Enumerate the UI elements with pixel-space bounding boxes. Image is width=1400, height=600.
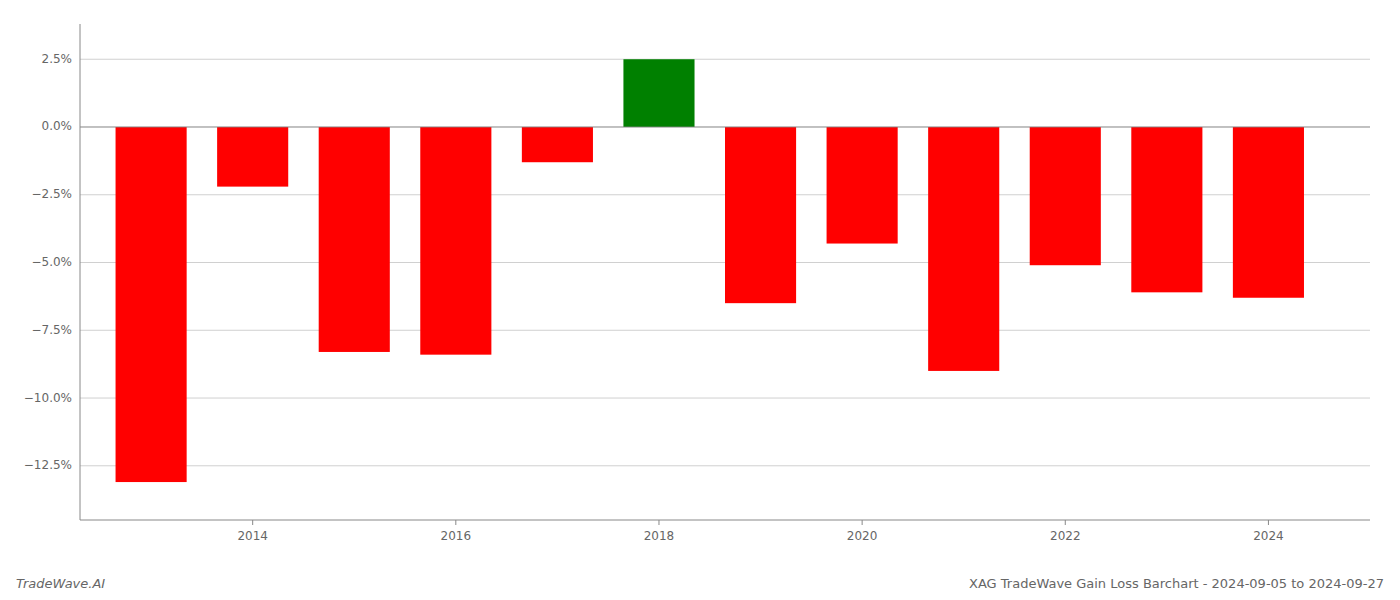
zero-line (80, 126, 1370, 127)
grid-line (80, 59, 1370, 60)
x-tick-label: 2014 (237, 529, 268, 543)
grid-line (80, 465, 1370, 466)
y-tick-label: 2.5% (42, 52, 73, 66)
grid-line (80, 330, 1370, 331)
x-tick-label: 2018 (644, 529, 675, 543)
bar (116, 127, 187, 482)
bar (522, 127, 593, 162)
grid (80, 59, 1370, 466)
x-tick (252, 520, 253, 525)
x-axis: 2014 2016 2018 2020 2022 2024 (237, 520, 1283, 543)
x-tick (1065, 520, 1066, 525)
x-tick (658, 520, 659, 525)
y-tick-label: −7.5% (31, 323, 72, 337)
chart-svg: 2.5%0.0%−2.5%−5.0%−7.5%−10.0%−12.5%20142… (0, 0, 1400, 600)
x-tick-label: 2020 (847, 529, 878, 543)
bar (928, 127, 999, 371)
bar (420, 127, 491, 355)
grid-line (80, 126, 1370, 127)
y-axis-line (80, 24, 81, 520)
x-axis-line (80, 520, 1370, 521)
y-tick-label: −2.5% (31, 187, 72, 201)
x-tick-label: 2016 (441, 529, 472, 543)
x-tick (862, 520, 863, 525)
x-tick (455, 520, 456, 525)
bars (116, 59, 1304, 482)
chart-container: 2.5%0.0%−2.5%−5.0%−7.5%−10.0%−12.5%20142… (0, 0, 1400, 600)
x-tick (1268, 520, 1269, 525)
x-tick-label: 2022 (1050, 529, 1081, 543)
bar (217, 127, 288, 187)
y-tick-label: −12.5% (24, 458, 72, 472)
y-tick-label: −10.0% (24, 391, 72, 405)
x-tick-label: 2024 (1253, 529, 1284, 543)
grid-line (80, 398, 1370, 399)
bar (1233, 127, 1304, 298)
bar (725, 127, 796, 303)
bar (1030, 127, 1101, 265)
bar (319, 127, 390, 352)
y-axis: 2.5% 0.0% −2.5% −5.0% −7.5% −10.0% −12.5% (24, 52, 72, 473)
bar (623, 59, 694, 127)
y-tick-label: 0.0% (42, 119, 73, 133)
bar (1131, 127, 1202, 292)
bar (827, 127, 898, 244)
watermark: TradeWave.AI (16, 576, 105, 591)
y-tick-label: −5.0% (31, 255, 72, 269)
title: XAG TradeWave Gain Loss Barchart - 2024-… (969, 576, 1384, 591)
